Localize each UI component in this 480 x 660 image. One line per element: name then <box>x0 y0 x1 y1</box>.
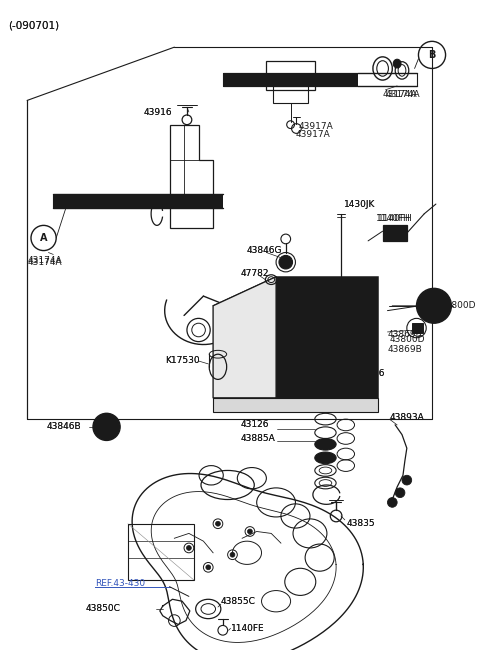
Ellipse shape <box>319 441 332 447</box>
Text: 43174A: 43174A <box>27 257 62 267</box>
Text: A: A <box>309 376 315 385</box>
Text: 43174A: 43174A <box>27 256 62 265</box>
Text: 43855C: 43855C <box>221 597 256 606</box>
Text: K17530: K17530 <box>165 356 199 366</box>
Text: 43835: 43835 <box>347 519 375 528</box>
Ellipse shape <box>319 455 332 461</box>
Text: 43846B: 43846B <box>47 422 81 432</box>
Circle shape <box>99 419 114 435</box>
Text: 1140FH: 1140FH <box>378 214 412 223</box>
Circle shape <box>395 488 405 498</box>
Text: 1430JK: 1430JK <box>344 199 375 209</box>
Text: (-090701): (-090701) <box>8 21 59 31</box>
Text: 43846G: 43846G <box>247 246 283 255</box>
Text: 1140FH: 1140FH <box>376 214 410 223</box>
Text: (-090701): (-090701) <box>8 21 59 31</box>
Circle shape <box>206 565 211 570</box>
Bar <box>128 524 194 580</box>
Bar <box>420 297 433 315</box>
Circle shape <box>230 552 235 557</box>
Bar <box>273 86 308 104</box>
Text: 47782: 47782 <box>240 269 269 279</box>
Text: 43800D: 43800D <box>389 335 425 344</box>
Circle shape <box>216 521 220 526</box>
Text: 43846B: 43846B <box>47 422 81 432</box>
Bar <box>266 61 315 90</box>
Text: 43916: 43916 <box>144 108 172 117</box>
Circle shape <box>248 529 252 534</box>
Bar <box>53 195 223 208</box>
Text: 47782: 47782 <box>240 269 269 279</box>
Text: 43917A: 43917A <box>299 122 333 131</box>
Text: 43850C: 43850C <box>85 605 120 614</box>
Text: 43917A: 43917A <box>295 130 330 139</box>
Text: B: B <box>336 360 342 368</box>
Polygon shape <box>213 277 276 398</box>
Text: 1140FE: 1140FE <box>230 624 264 633</box>
Text: 1430JK: 1430JK <box>344 199 375 209</box>
Text: A: A <box>40 233 48 243</box>
Ellipse shape <box>393 59 401 68</box>
Ellipse shape <box>315 438 336 450</box>
Text: 43885A: 43885A <box>240 434 275 443</box>
Text: 43126: 43126 <box>357 369 385 378</box>
Text: 43174A: 43174A <box>385 90 420 99</box>
Text: REF.43-430: REF.43-430 <box>95 579 145 588</box>
Circle shape <box>402 475 412 485</box>
Text: 43893A: 43893A <box>389 412 424 422</box>
Text: 43916: 43916 <box>144 108 172 117</box>
Circle shape <box>387 498 397 508</box>
Bar <box>276 277 378 398</box>
Text: 1140FE: 1140FE <box>230 624 264 633</box>
Bar <box>94 422 106 432</box>
Text: 43846G: 43846G <box>247 246 283 255</box>
Text: 43885A: 43885A <box>240 434 275 443</box>
Text: 43835: 43835 <box>347 519 375 528</box>
Bar <box>223 73 359 86</box>
Text: 43126: 43126 <box>240 420 269 430</box>
Polygon shape <box>213 398 378 412</box>
Text: K17530: K17530 <box>165 356 199 366</box>
Text: 43800D: 43800D <box>441 301 476 310</box>
Circle shape <box>417 288 451 323</box>
Text: 43174A: 43174A <box>383 90 417 99</box>
Ellipse shape <box>315 452 336 464</box>
Text: 43893A: 43893A <box>389 412 424 422</box>
Circle shape <box>186 546 192 550</box>
Bar <box>383 225 407 241</box>
Text: 43855C: 43855C <box>221 597 256 606</box>
Text: 43869B: 43869B <box>387 345 422 354</box>
Text: 43126: 43126 <box>357 369 385 378</box>
Text: 43869B: 43869B <box>387 331 422 339</box>
Text: 43850C: 43850C <box>85 605 120 614</box>
Text: 43126: 43126 <box>240 420 269 430</box>
Circle shape <box>93 413 120 440</box>
Circle shape <box>279 255 292 269</box>
Bar <box>412 323 423 333</box>
Text: B: B <box>428 50 436 60</box>
